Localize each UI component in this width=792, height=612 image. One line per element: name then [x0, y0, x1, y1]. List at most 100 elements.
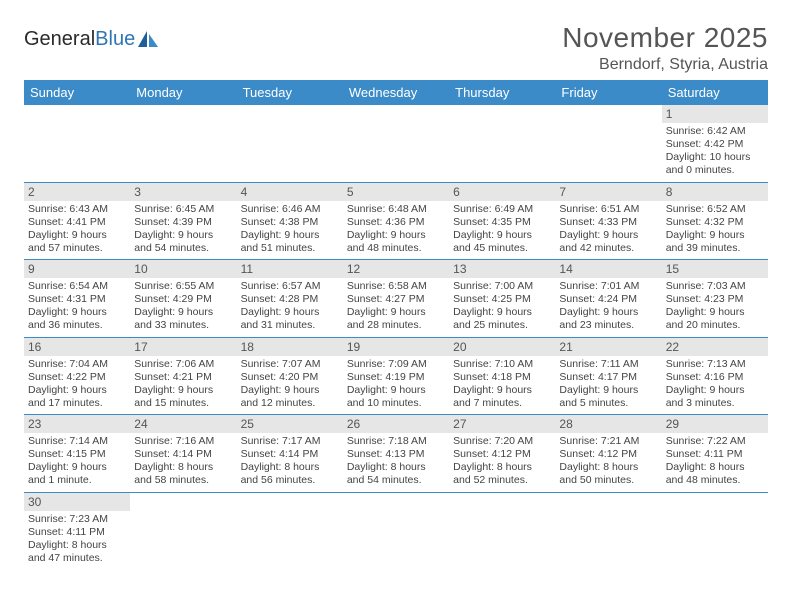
- day-cell: 28Sunrise: 7:21 AMSunset: 4:12 PMDayligh…: [555, 415, 661, 492]
- sunset-text: Sunset: 4:17 PM: [559, 371, 657, 384]
- daylight-text: Daylight: 8 hours and 52 minutes.: [453, 461, 551, 487]
- day-header-row: Sunday Monday Tuesday Wednesday Thursday…: [24, 80, 768, 105]
- day-number: 30: [24, 493, 130, 511]
- sunset-text: Sunset: 4:15 PM: [28, 448, 126, 461]
- day-number: 4: [237, 183, 343, 201]
- day-cell: [449, 493, 555, 570]
- day-number: 29: [662, 415, 768, 433]
- day-number: 28: [555, 415, 661, 433]
- logo-text-2: Blue: [95, 28, 135, 51]
- day-number: 24: [130, 415, 236, 433]
- sunrise-text: Sunrise: 7:00 AM: [453, 280, 551, 293]
- day-info: Sunrise: 6:48 AMSunset: 4:36 PMDaylight:…: [347, 203, 445, 256]
- sunrise-text: Sunrise: 7:18 AM: [347, 435, 445, 448]
- daylight-text: Daylight: 9 hours and 42 minutes.: [559, 229, 657, 255]
- sunset-text: Sunset: 4:35 PM: [453, 216, 551, 229]
- day-number: 18: [237, 338, 343, 356]
- day-cell: [24, 105, 130, 182]
- day-number: [449, 493, 555, 497]
- daylight-text: Daylight: 9 hours and 10 minutes.: [347, 384, 445, 410]
- sunrise-text: Sunrise: 7:09 AM: [347, 358, 445, 371]
- day-number: 21: [555, 338, 661, 356]
- day-number: 23: [24, 415, 130, 433]
- sunset-text: Sunset: 4:24 PM: [559, 293, 657, 306]
- day-cell: 5Sunrise: 6:48 AMSunset: 4:36 PMDaylight…: [343, 183, 449, 260]
- daylight-text: Daylight: 9 hours and 48 minutes.: [347, 229, 445, 255]
- day-cell: [555, 105, 661, 182]
- day-header-wed: Wednesday: [343, 80, 449, 105]
- header: GeneralBlue November 2025 Berndorf, Styr…: [24, 22, 768, 74]
- sunset-text: Sunset: 4:23 PM: [666, 293, 764, 306]
- day-info: Sunrise: 7:22 AMSunset: 4:11 PMDaylight:…: [666, 435, 764, 488]
- sunset-text: Sunset: 4:33 PM: [559, 216, 657, 229]
- sunrise-text: Sunrise: 7:01 AM: [559, 280, 657, 293]
- day-info: Sunrise: 7:17 AMSunset: 4:14 PMDaylight:…: [241, 435, 339, 488]
- day-info: Sunrise: 6:58 AMSunset: 4:27 PMDaylight:…: [347, 280, 445, 333]
- day-number: 12: [343, 260, 449, 278]
- sunrise-text: Sunrise: 7:17 AM: [241, 435, 339, 448]
- sunset-text: Sunset: 4:14 PM: [241, 448, 339, 461]
- sunrise-text: Sunrise: 7:16 AM: [134, 435, 232, 448]
- day-cell: 17Sunrise: 7:06 AMSunset: 4:21 PMDayligh…: [130, 338, 236, 415]
- day-info: Sunrise: 7:18 AMSunset: 4:13 PMDaylight:…: [347, 435, 445, 488]
- day-cell: [449, 105, 555, 182]
- day-number: 25: [237, 415, 343, 433]
- sunrise-text: Sunrise: 7:14 AM: [28, 435, 126, 448]
- sunset-text: Sunset: 4:11 PM: [666, 448, 764, 461]
- sunset-text: Sunset: 4:20 PM: [241, 371, 339, 384]
- week-row: 2Sunrise: 6:43 AMSunset: 4:41 PMDaylight…: [24, 183, 768, 261]
- day-header-mon: Monday: [130, 80, 236, 105]
- day-number: [662, 493, 768, 497]
- day-cell: [130, 493, 236, 570]
- day-number: 6: [449, 183, 555, 201]
- day-number: 16: [24, 338, 130, 356]
- day-cell: 21Sunrise: 7:11 AMSunset: 4:17 PMDayligh…: [555, 338, 661, 415]
- day-info: Sunrise: 7:23 AMSunset: 4:11 PMDaylight:…: [28, 513, 126, 566]
- daylight-text: Daylight: 9 hours and 15 minutes.: [134, 384, 232, 410]
- day-number: [555, 493, 661, 497]
- sunset-text: Sunset: 4:12 PM: [453, 448, 551, 461]
- sunset-text: Sunset: 4:16 PM: [666, 371, 764, 384]
- day-cell: [662, 493, 768, 570]
- day-cell: 30 Sunrise: 7:23 AMSunset: 4:11 PMDayligh…: [24, 493, 130, 570]
- day-number: [237, 493, 343, 497]
- sunrise-text: Sunrise: 7:20 AM: [453, 435, 551, 448]
- day-number: 20: [449, 338, 555, 356]
- sunset-text: Sunset: 4:13 PM: [347, 448, 445, 461]
- day-info: Sunrise: 6:45 AMSunset: 4:39 PMDaylight:…: [134, 203, 232, 256]
- logo-text-1: General: [24, 28, 95, 51]
- daylight-text: Daylight: 8 hours and 50 minutes.: [559, 461, 657, 487]
- sunrise-text: Sunrise: 7:23 AM: [28, 513, 126, 526]
- day-number: 2: [24, 183, 130, 201]
- day-cell: 24Sunrise: 7:16 AMSunset: 4:14 PMDayligh…: [130, 415, 236, 492]
- day-info: Sunrise: 6:46 AMSunset: 4:38 PMDaylight:…: [241, 203, 339, 256]
- day-number: 7: [555, 183, 661, 201]
- day-header-fri: Friday: [555, 80, 661, 105]
- day-cell: 18Sunrise: 7:07 AMSunset: 4:20 PMDayligh…: [237, 338, 343, 415]
- day-cell: 6Sunrise: 6:49 AMSunset: 4:35 PMDaylight…: [449, 183, 555, 260]
- day-info: Sunrise: 7:20 AMSunset: 4:12 PMDaylight:…: [453, 435, 551, 488]
- day-cell: 12 Sunrise: 6:58 AMSunset: 4:27 PMDayligh…: [343, 260, 449, 337]
- day-info: Sunrise: 6:42 AMSunset: 4:42 PMDaylight:…: [666, 125, 764, 178]
- day-number: [343, 493, 449, 497]
- day-cell: 2Sunrise: 6:43 AMSunset: 4:41 PMDaylight…: [24, 183, 130, 260]
- day-info: Sunrise: 7:14 AMSunset: 4:15 PMDaylight:…: [28, 435, 126, 488]
- day-info: Sunrise: 7:06 AMSunset: 4:21 PMDaylight:…: [134, 358, 232, 411]
- day-cell: 4 Sunrise: 6:46 AMSunset: 4:38 PMDaylight…: [237, 183, 343, 260]
- day-number: 10: [130, 260, 236, 278]
- sunset-text: Sunset: 4:39 PM: [134, 216, 232, 229]
- day-number: 27: [449, 415, 555, 433]
- daylight-text: Daylight: 9 hours and 20 minutes.: [666, 306, 764, 332]
- day-cell: 3Sunrise: 6:45 AMSunset: 4:39 PMDaylight…: [130, 183, 236, 260]
- day-info: Sunrise: 6:51 AMSunset: 4:33 PMDaylight:…: [559, 203, 657, 256]
- day-number: [555, 105, 661, 109]
- day-cell: 19Sunrise: 7:09 AMSunset: 4:19 PMDayligh…: [343, 338, 449, 415]
- daylight-text: Daylight: 9 hours and 17 minutes.: [28, 384, 126, 410]
- day-cell: 23 Sunrise: 7:14 AMSunset: 4:15 PMDayligh…: [24, 415, 130, 492]
- sunrise-text: Sunrise: 7:04 AM: [28, 358, 126, 371]
- day-cell: 25 Sunrise: 7:17 AMSunset: 4:14 PMDayligh…: [237, 415, 343, 492]
- day-cell: 15Sunrise: 7:03 AMSunset: 4:23 PMDayligh…: [662, 260, 768, 337]
- day-info: Sunrise: 6:52 AMSunset: 4:32 PMDaylight:…: [666, 203, 764, 256]
- day-info: Sunrise: 6:54 AMSunset: 4:31 PMDaylight:…: [28, 280, 126, 333]
- week-row: 1Sunrise: 6:42 AMSunset: 4:42 PMDaylight…: [24, 105, 768, 183]
